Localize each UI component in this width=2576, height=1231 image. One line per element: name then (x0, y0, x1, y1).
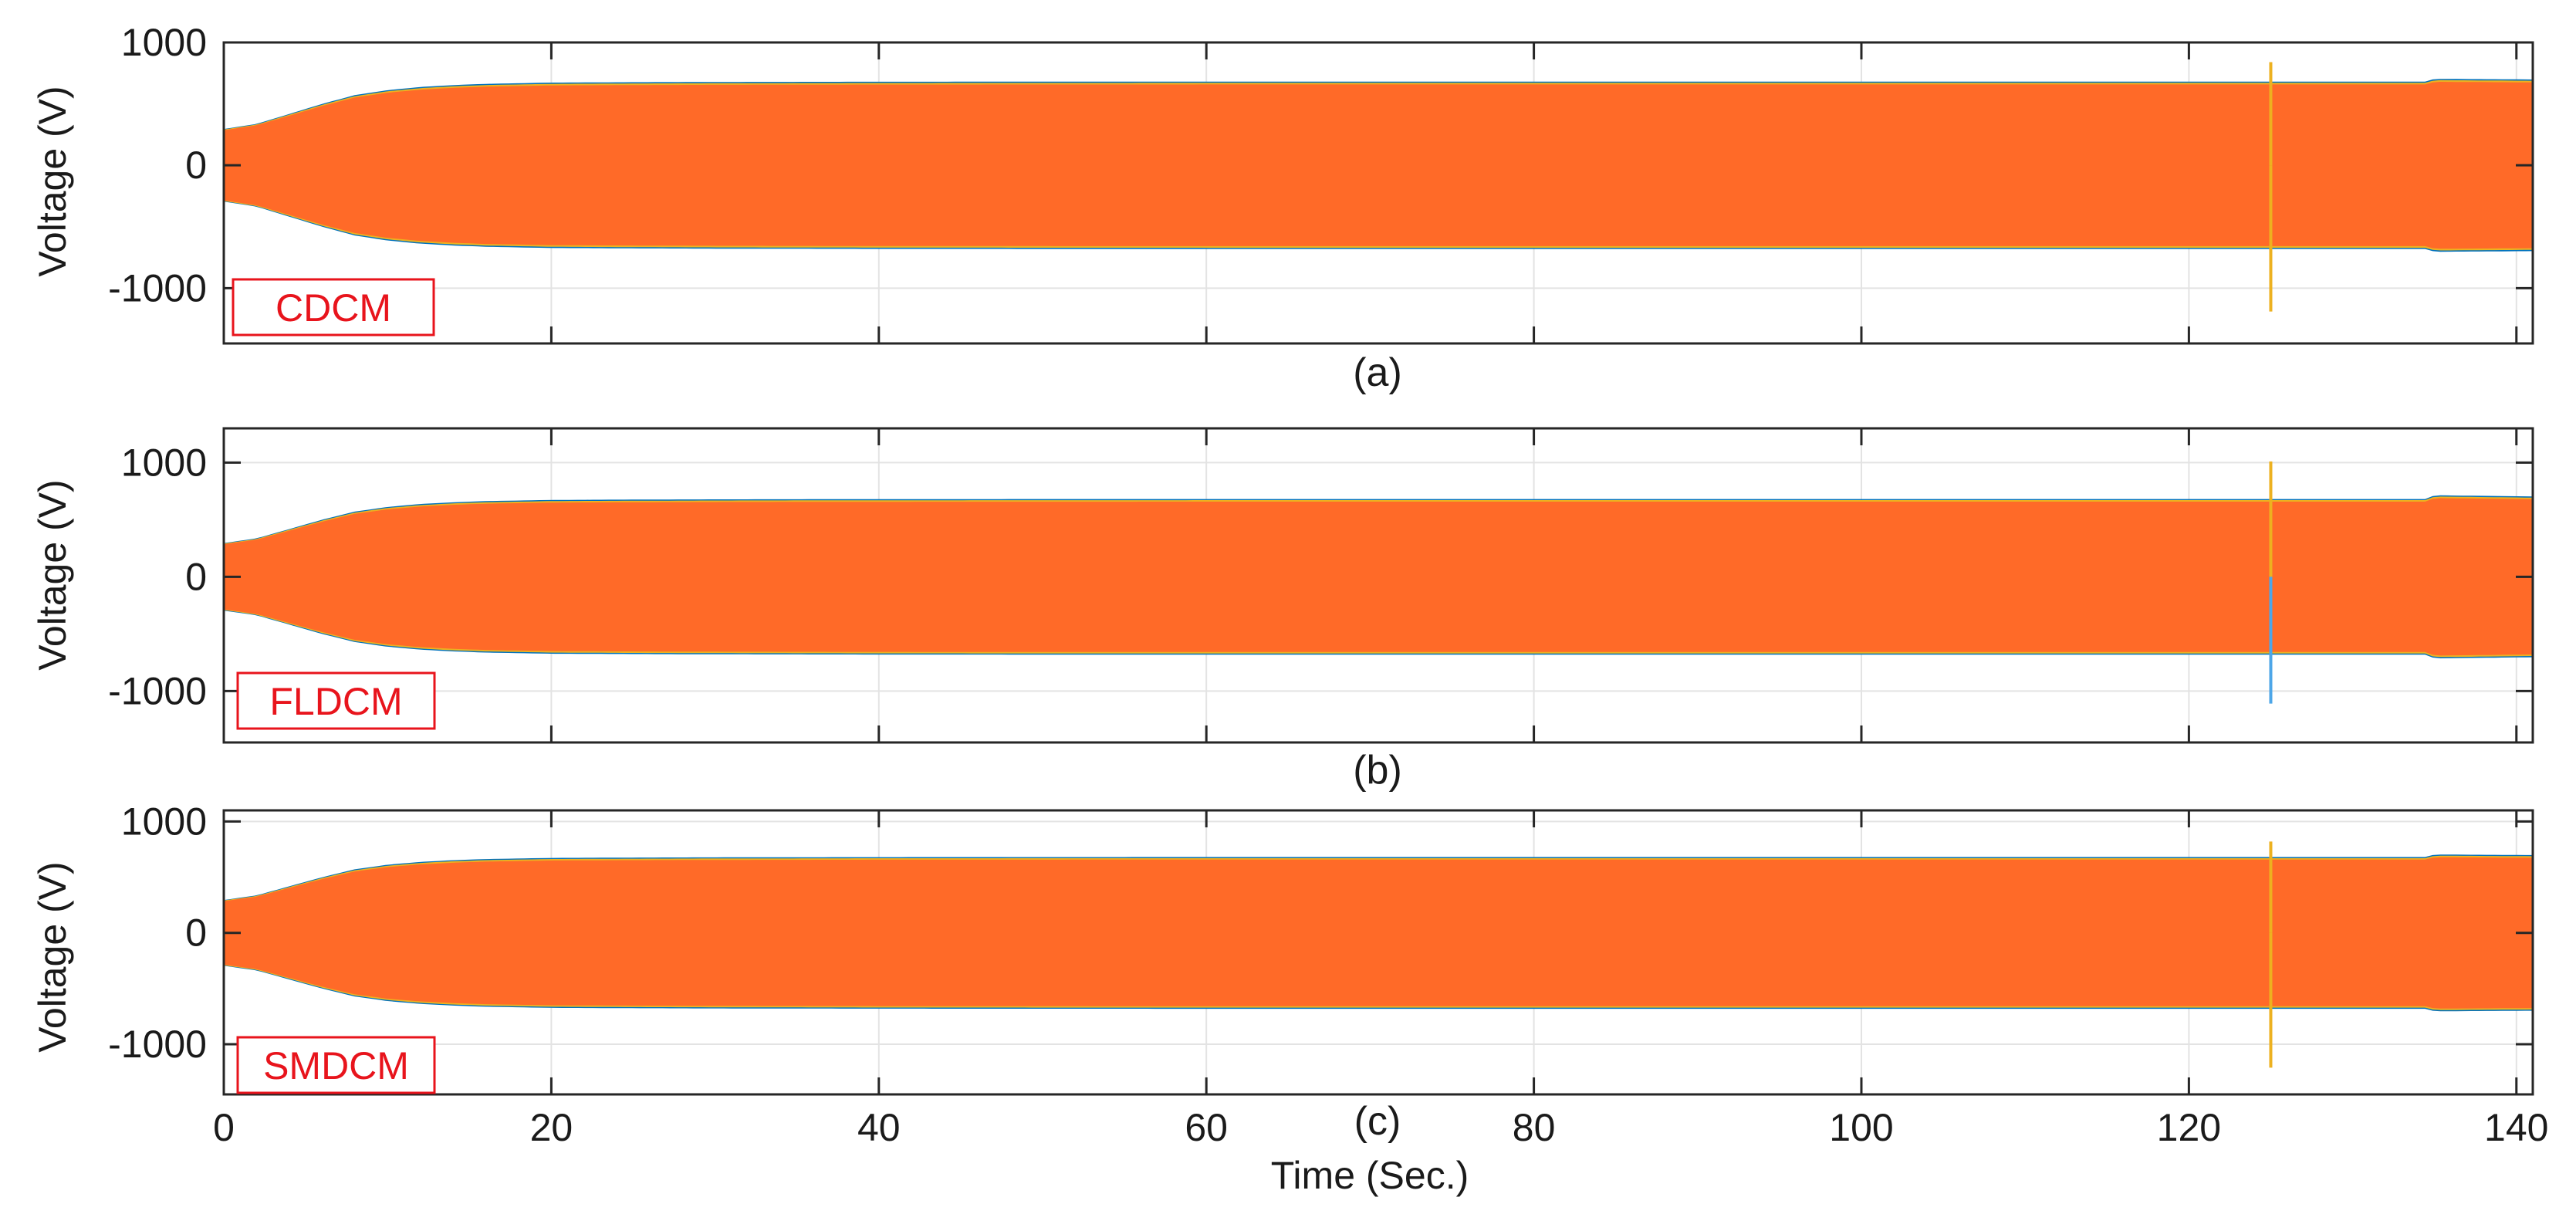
x-ticks (222, 428, 2518, 742)
panel-caption: (a) (1353, 350, 1402, 395)
traces (222, 809, 2534, 1096)
x-ticks (222, 42, 2518, 343)
method-label-text: FLDCM (269, 680, 402, 723)
voltage-trace-phase-3 (224, 498, 2533, 656)
x-tick-label: 20 (530, 1106, 573, 1149)
x-axis-label: Time (Sec.) (1271, 1154, 1469, 1197)
x-tick-label: 0 (213, 1106, 235, 1149)
y-tick-label: 1000 (121, 21, 207, 64)
y-axis-label: Voltage (V) (31, 861, 74, 1052)
x-ticks: 0 20 40 60 80 100 120 140 (213, 810, 2548, 1149)
y-ticks: -1000 0 1000 (108, 441, 2533, 712)
x-tick-label: 140 (2484, 1106, 2548, 1149)
method-label: FLDCM (236, 671, 436, 730)
method-label: SMDCM (236, 1036, 436, 1094)
voltage-trace-phase-3 (224, 82, 2533, 249)
x-tick-label: 120 (2157, 1106, 2221, 1149)
traces (222, 41, 2534, 345)
axes-frame (222, 41, 2534, 345)
x-tick-label: 80 (1513, 1106, 1556, 1149)
y-tick-label: -1000 (108, 266, 207, 309)
panel-caption: (c) (1354, 1099, 1401, 1144)
y-tick-label: -1000 (108, 669, 207, 712)
y-axis-label: Voltage (V) (31, 479, 74, 670)
x-tick-label: 60 (1185, 1106, 1228, 1149)
y-tick-label: 0 (185, 911, 207, 955)
traces (222, 427, 2534, 744)
y-ticks: -1000 0 1000 (108, 800, 2533, 1066)
y-tick-label: 0 (185, 555, 207, 598)
axes-frame (222, 427, 2534, 744)
method-label: CDCM (232, 278, 435, 336)
y-tick-label: -1000 (108, 1023, 207, 1066)
y-axis-label: Voltage (V) (31, 86, 74, 276)
method-label-box (236, 671, 436, 730)
panel-b: Voltage (V) -1000 0 1000 (b) FLDCM (31, 427, 2534, 793)
x-tick-label: 40 (857, 1106, 901, 1149)
method-label-text: CDCM (276, 286, 391, 330)
method-label-box (232, 278, 435, 336)
panel-a: Voltage (V) -1000 0 1000 (a) CDCM (31, 21, 2534, 395)
method-label-box (236, 1036, 436, 1094)
method-label-text: SMDCM (263, 1044, 409, 1087)
panel-caption: (b) (1353, 748, 1402, 793)
y-tick-label: 0 (185, 144, 207, 187)
voltage-trace-phase-3 (224, 857, 2533, 1009)
y-tick-label: 1000 (121, 800, 207, 843)
x-tick-label: 100 (1829, 1106, 1893, 1149)
axes-frame (222, 809, 2534, 1096)
y-tick-label: 1000 (121, 441, 207, 484)
